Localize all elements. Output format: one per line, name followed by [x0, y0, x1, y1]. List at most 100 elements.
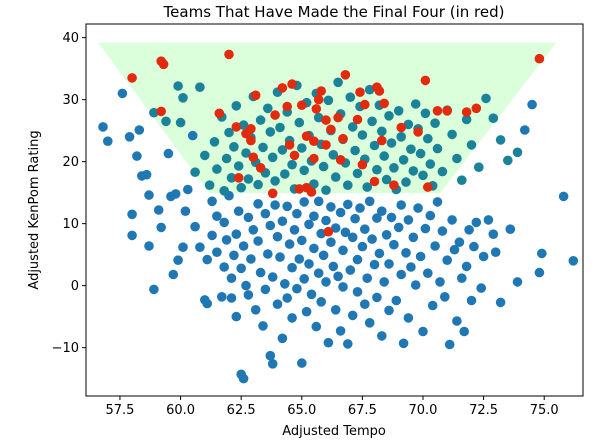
point-all-teams: [241, 280, 251, 291]
point-final-four: [420, 75, 431, 86]
point-final-four: [326, 124, 336, 135]
point-all-teams: [313, 268, 324, 279]
point-overlap-teams: [418, 170, 428, 181]
point-final-four: [389, 180, 399, 190]
point-overlap-teams: [204, 180, 215, 190]
point-all-teams: [294, 254, 305, 264]
point-all-teams: [393, 222, 404, 233]
point-all-teams: [338, 245, 348, 256]
point-final-four: [309, 153, 319, 164]
point-overlap-teams: [275, 122, 285, 133]
point-all-teams: [221, 235, 232, 245]
point-final-four: [396, 122, 407, 133]
point-final-four: [313, 94, 324, 105]
point-all-teams: [226, 293, 237, 303]
point-all-teams: [260, 208, 271, 219]
point-all-teams: [449, 244, 460, 255]
point-final-four: [309, 136, 319, 146]
point-all-teams: [219, 217, 229, 228]
point-all-teams: [466, 295, 477, 306]
point-overlap-teams: [381, 174, 392, 185]
point-overlap-teams: [173, 81, 183, 91]
point-all-teams: [306, 289, 317, 300]
x-tick-label: 62.5: [227, 403, 256, 418]
point-all-teams: [248, 225, 259, 235]
point-overlap-teams: [270, 176, 280, 186]
point-all-teams: [149, 284, 159, 295]
point-all-teams: [212, 247, 222, 257]
point-final-four: [289, 150, 300, 161]
point-all-teams: [415, 251, 426, 262]
point-overlap-teams: [224, 127, 234, 138]
point-all-teams: [452, 316, 462, 326]
point-all-teams: [98, 122, 108, 132]
x-tick-label: 72.5: [469, 403, 498, 418]
point-all-teams: [403, 313, 414, 323]
point-final-four: [246, 135, 256, 146]
point-all-teams: [243, 212, 254, 223]
point-all-teams: [558, 191, 569, 202]
point-all-teams: [299, 197, 310, 207]
point-all-teams: [316, 297, 327, 307]
point-overlap-teams: [309, 179, 319, 189]
point-all-teams: [238, 373, 249, 384]
point-all-teams: [134, 125, 145, 135]
point-final-four: [335, 155, 346, 165]
point-all-teams: [263, 249, 273, 259]
point-all-teams: [420, 223, 431, 234]
point-overlap-teams: [287, 159, 297, 170]
point-all-teams: [243, 290, 254, 300]
point-overlap-teams: [299, 165, 310, 176]
point-final-four: [277, 83, 288, 93]
point-all-teams: [444, 339, 455, 350]
point-overlap-teams: [195, 82, 205, 92]
point-all-teams: [478, 251, 489, 262]
point-all-teams: [103, 136, 113, 146]
axis-ticks-layer: 57.5 60.0 62.5 65.0 67.5 70.0 72.5 75.0 −10 0 10 20…: [52, 31, 559, 418]
point-all-teams: [156, 222, 166, 233]
point-all-teams: [326, 237, 336, 247]
x-tick-label: 65.0: [287, 403, 316, 418]
point-all-teams: [372, 213, 382, 223]
point-all-teams: [418, 326, 428, 337]
point-final-four: [287, 79, 297, 89]
point-final-four: [372, 82, 382, 92]
point-final-four: [301, 131, 312, 141]
point-final-four: [284, 140, 295, 150]
point-all-teams: [163, 148, 174, 159]
x-tick-label: 57.5: [105, 403, 134, 418]
point-overlap-teams: [357, 130, 368, 140]
point-all-teams: [520, 125, 530, 135]
point-all-teams: [442, 255, 453, 265]
point-overlap-teams: [200, 150, 210, 161]
point-all-teams: [280, 279, 290, 289]
point-overlap-teams: [323, 95, 334, 106]
point-all-teams: [512, 277, 523, 287]
point-overlap-teams: [481, 93, 491, 104]
point-all-teams: [321, 215, 331, 226]
point-all-teams: [168, 269, 179, 280]
point-all-teams: [403, 215, 414, 225]
point-overlap-teams: [161, 116, 171, 127]
point-all-teams: [437, 226, 448, 236]
point-all-teams: [435, 277, 445, 287]
point-all-teams: [367, 234, 377, 244]
point-all-teams: [253, 199, 263, 209]
point-all-teams: [330, 223, 341, 233]
point-all-teams: [180, 206, 191, 216]
point-overlap-teams: [425, 159, 436, 169]
point-all-teams: [391, 295, 402, 306]
y-tick-label: −10: [52, 341, 79, 356]
point-all-teams: [207, 230, 217, 241]
point-all-teams: [469, 241, 479, 252]
point-all-teams: [311, 321, 322, 332]
point-all-teams: [144, 190, 154, 200]
point-final-four: [338, 133, 348, 144]
point-all-teams: [202, 298, 212, 309]
point-all-teams: [386, 212, 397, 223]
point-all-teams: [260, 284, 271, 295]
point-all-teams: [360, 299, 370, 310]
point-all-teams: [430, 241, 440, 251]
x-tick-label: 60.0: [166, 403, 195, 418]
